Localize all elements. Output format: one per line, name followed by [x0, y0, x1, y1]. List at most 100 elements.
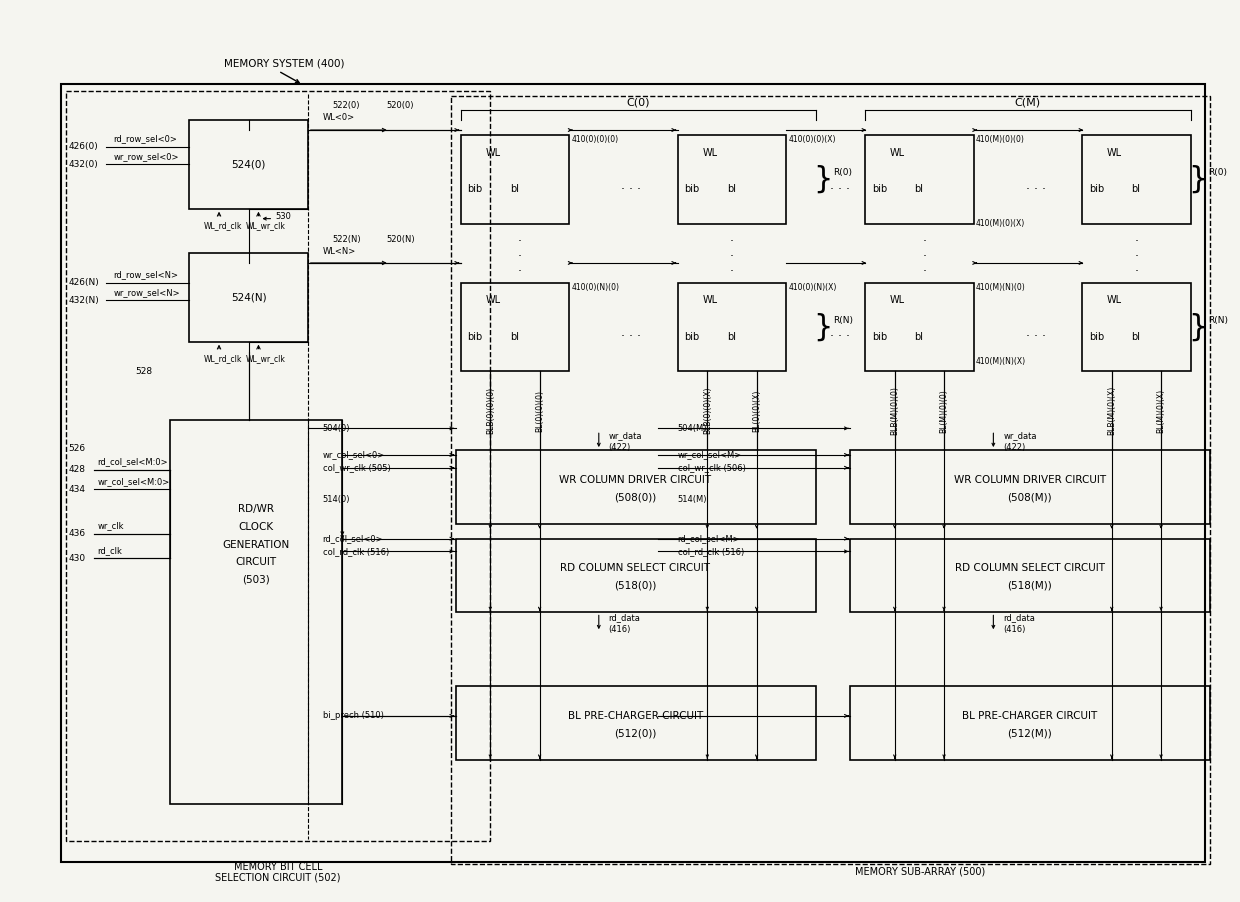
Text: BL(0)(0)(X): BL(0)(0)(X): [753, 390, 761, 432]
Text: 524(0): 524(0): [232, 160, 265, 170]
Text: WL: WL: [890, 295, 905, 306]
Text: ·
·
·: · · ·: [730, 235, 734, 278]
Text: bl: bl: [1131, 332, 1141, 342]
Text: GENERATION: GENERATION: [222, 539, 289, 549]
Text: ·
·
·: · · ·: [518, 235, 522, 278]
Text: WL_wr_clk: WL_wr_clk: [246, 221, 285, 230]
Text: · · ·: · · ·: [621, 330, 641, 344]
Text: bib: bib: [1089, 184, 1105, 194]
Text: rd_col_sel<0>: rd_col_sel<0>: [322, 534, 383, 543]
Text: WL<N>: WL<N>: [322, 246, 356, 255]
Text: 522(N): 522(N): [332, 235, 361, 244]
Text: 436: 436: [68, 529, 86, 538]
Text: wr_col_sel<0>: wr_col_sel<0>: [322, 450, 384, 459]
Text: (508(M)): (508(M)): [1008, 492, 1053, 502]
Text: 426(0): 426(0): [68, 143, 98, 152]
Text: WL: WL: [1107, 148, 1122, 158]
Bar: [451, 96, 1210, 863]
Text: WR COLUMN DRIVER CIRCUIT: WR COLUMN DRIVER CIRCUIT: [954, 474, 1106, 484]
Text: (518(M)): (518(M)): [1007, 581, 1053, 591]
Text: bl: bl: [1131, 184, 1141, 194]
Text: BLB(0)(0)(X): BLB(0)(0)(X): [703, 387, 712, 435]
Text: (422): (422): [1003, 443, 1025, 452]
Text: }: }: [1188, 165, 1208, 194]
Bar: [851, 450, 1210, 524]
Text: MEMORY BIT CELL: MEMORY BIT CELL: [234, 861, 322, 871]
Text: (422): (422): [609, 443, 631, 452]
Text: 504(0): 504(0): [322, 424, 350, 433]
Bar: [866, 135, 973, 224]
Text: 410(0)(0)(0): 410(0)(0)(0): [572, 135, 619, 144]
Text: RD COLUMN SELECT CIRCUIT: RD COLUMN SELECT CIRCUIT: [560, 563, 711, 573]
Text: 430: 430: [68, 554, 86, 563]
Text: WL: WL: [702, 295, 718, 306]
Bar: [866, 282, 973, 372]
Text: 410(0)(N)(X): 410(0)(N)(X): [789, 283, 837, 292]
Text: wr_row_sel<N>: wr_row_sel<N>: [114, 288, 180, 297]
Text: · · ·: · · ·: [1025, 182, 1045, 196]
Text: bl: bl: [510, 184, 520, 194]
Text: wr_row_sel<0>: wr_row_sel<0>: [114, 152, 179, 161]
Bar: [678, 282, 786, 372]
Text: wr_clk: wr_clk: [98, 521, 124, 530]
Text: 514(M): 514(M): [678, 494, 707, 503]
Text: bi_prech (510): bi_prech (510): [322, 712, 383, 721]
Text: }: }: [813, 312, 832, 342]
Text: WL_wr_clk: WL_wr_clk: [246, 354, 285, 363]
Text: WL: WL: [702, 148, 718, 158]
Text: rd_row_sel<0>: rd_row_sel<0>: [114, 134, 177, 143]
Text: 522(0): 522(0): [332, 101, 360, 110]
Text: bl: bl: [914, 332, 924, 342]
Bar: [170, 420, 342, 805]
Text: BL PRE-CHARGER CIRCUIT: BL PRE-CHARGER CIRCUIT: [962, 711, 1097, 721]
Text: 504(M): 504(M): [678, 424, 707, 433]
Text: (416): (416): [609, 625, 631, 634]
Text: · · ·: · · ·: [831, 182, 851, 196]
Text: 410(0)(N)(0): 410(0)(N)(0): [572, 283, 619, 292]
Text: col_wr_clk (506): col_wr_clk (506): [678, 464, 745, 473]
Text: bib: bib: [1089, 332, 1105, 342]
Text: bib: bib: [467, 184, 482, 194]
Text: RD COLUMN SELECT CIRCUIT: RD COLUMN SELECT CIRCUIT: [955, 563, 1105, 573]
Text: bl: bl: [727, 184, 737, 194]
Bar: [1083, 282, 1190, 372]
Text: bib: bib: [467, 332, 482, 342]
Text: MEMORY SYSTEM (400): MEMORY SYSTEM (400): [224, 58, 345, 68]
Text: WL_rd_clk: WL_rd_clk: [205, 221, 243, 230]
Text: 530: 530: [275, 212, 291, 221]
Bar: [851, 538, 1210, 612]
Text: bib: bib: [872, 184, 888, 194]
Text: ·
·
·: · · ·: [923, 235, 926, 278]
Text: CLOCK: CLOCK: [238, 522, 273, 532]
Bar: [456, 538, 816, 612]
Bar: [456, 686, 816, 760]
Bar: [678, 135, 786, 224]
Text: }: }: [813, 165, 832, 194]
Text: (518(0)): (518(0)): [614, 581, 656, 591]
Bar: [61, 84, 1205, 861]
Text: RD/WR: RD/WR: [238, 504, 274, 514]
Bar: [851, 686, 1210, 760]
Text: · · ·: · · ·: [1025, 330, 1045, 344]
Bar: [190, 253, 308, 342]
Text: R(N): R(N): [1209, 316, 1229, 325]
Text: (508(0)): (508(0)): [614, 492, 656, 502]
Text: ·
·
·: · · ·: [1135, 235, 1138, 278]
Text: · · ·: · · ·: [621, 182, 641, 196]
Text: 434: 434: [68, 485, 86, 494]
Text: rd_data: rd_data: [1003, 612, 1035, 621]
Text: BLB(M)(0)(0): BLB(M)(0)(0): [890, 386, 899, 435]
Text: 428: 428: [68, 465, 86, 474]
Bar: [461, 282, 569, 372]
Text: bib: bib: [872, 332, 888, 342]
Text: rd_clk: rd_clk: [98, 546, 123, 555]
Text: bl: bl: [727, 332, 737, 342]
Text: bib: bib: [684, 184, 699, 194]
Text: rd_col_sel<M:0>: rd_col_sel<M:0>: [98, 457, 169, 466]
Text: WL: WL: [485, 148, 501, 158]
Text: (512(0)): (512(0)): [614, 729, 656, 739]
Text: WL<0>: WL<0>: [322, 113, 355, 122]
Text: BL(0)(0)(0): BL(0)(0)(0): [536, 390, 544, 432]
Text: R(N): R(N): [833, 316, 853, 325]
Text: 520(0): 520(0): [387, 101, 414, 110]
